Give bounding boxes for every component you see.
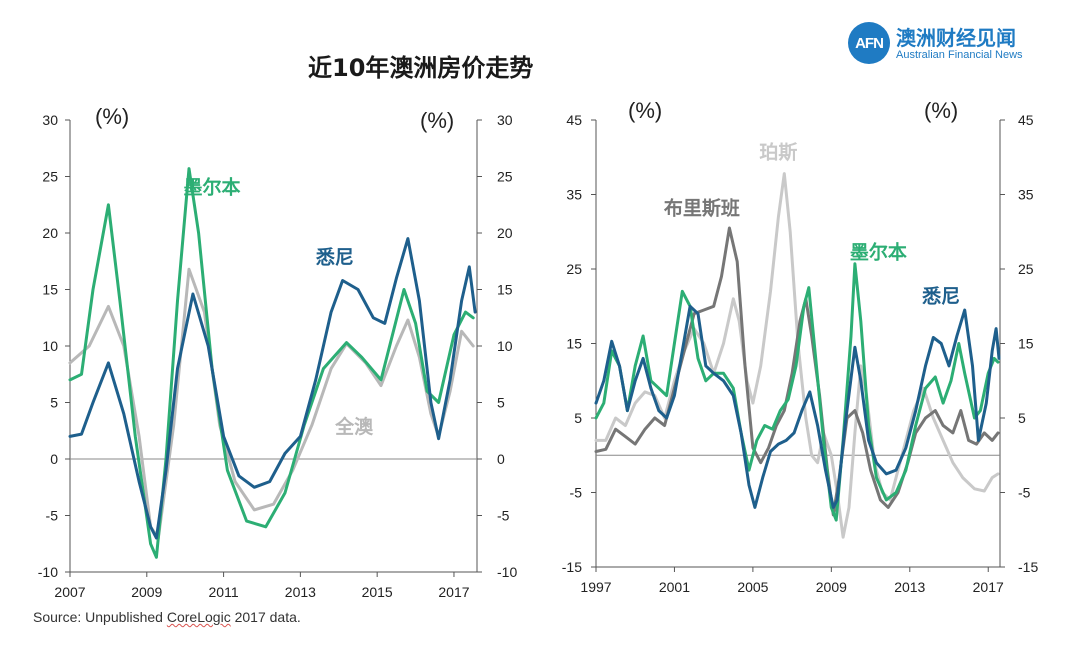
series-label-brisbane: 布里斯班 [664,197,740,220]
source-note: Source: Unpublished CoreLogic 2017 data. [33,609,301,625]
y-tick-label-right: 5 [1018,410,1026,426]
y-tick-label-right: 25 [1018,261,1034,277]
x-tick-label: 2013 [894,579,925,595]
series-line-melbourne [594,262,1000,522]
y-tick-label-left: 30 [42,112,58,128]
logo-cn-text: 澳洲财经见闻 [896,26,1016,50]
source-brand: CoreLogic [166,609,231,625]
y-tick-label-right: 10 [497,338,513,354]
series-label-sydney: 悉尼 [315,247,354,269]
y-tick-label-right: -5 [497,508,510,524]
left-chart: -10 -10 -5 -5 0 0 5 5 10 10 15 15 20 20 25 25 30 30 2007 20… [38,104,518,600]
y-tick-label-left: 15 [42,282,58,298]
page-title: 近10年澳洲房价走势 [308,54,534,82]
x-tick-label: 1997 [580,579,611,595]
series-label-australia: 全澳 [334,415,374,438]
right-chart: -15 -15 -5 -5 5 5 15 15 25 25 35 35 45 45 1997 2001 2005… [562,98,1039,595]
y-tick-label-left: -15 [562,559,582,575]
series-label-perth: 珀斯 [759,141,797,164]
y-tick-label-left: 45 [566,112,582,128]
logo-en-text: Australian Financial News [896,49,1023,61]
source-suffix: 2017 data. [230,609,301,625]
y-tick-label-right: 25 [497,169,513,185]
source-prefix: Source: Unpublished [33,609,167,625]
y-tick-label-right: -5 [1018,485,1031,501]
series-label-melbourne: 墨尔本 [850,241,907,264]
y-tick-label-right: -15 [1018,559,1038,575]
x-tick-label: 2009 [816,579,847,595]
series-line-sydney [594,304,1001,509]
y-tick-label-left: 15 [566,336,582,352]
y-tick-label-right: 30 [497,112,513,128]
x-tick-label: 2001 [659,579,690,595]
series-line-sydney [68,237,477,540]
y-tick-label-right: 15 [1018,336,1034,352]
afn-logo-icon: AFN [848,22,890,64]
y-tick-label-left: 5 [50,395,58,411]
y-tick-label-left: 25 [42,169,58,185]
y-tick-label-left: 5 [574,410,582,426]
y-tick-label-left: 35 [566,187,582,203]
y-tick-label-left: -5 [46,508,59,524]
y-tick-label-left: 10 [42,338,58,354]
y-tick-label-right: -10 [497,564,517,580]
y-tick-label-left: -10 [38,564,58,580]
logo: AFN 澳洲财经见闻 Australian Financial News [848,20,1048,66]
y-tick-label-left: 20 [42,225,58,241]
y-tick-label-right: 5 [497,395,505,411]
unit-label-left: (%) [95,104,129,129]
y-tick-label-right: 35 [1018,187,1034,203]
y-tick-label-left: 25 [566,261,582,277]
y-tick-label-left: -5 [570,485,583,501]
series-line-brisbane [594,226,1000,517]
unit-label-right: (%) [924,98,958,123]
x-tick-label: 2005 [737,579,768,595]
series-line-melbourne [68,167,475,559]
y-tick-label-right: 15 [497,282,513,298]
x-tick-label: 2007 [54,584,85,600]
unit-label-left: (%) [628,98,662,123]
y-tick-label-right: 20 [497,225,513,241]
series-label-melbourne: 墨尔本 [184,175,241,198]
series-line-perth [594,172,1000,539]
unit-label-right: (%) [420,108,454,133]
x-tick-label: 2017 [973,579,1004,595]
x-tick-label: 2009 [131,584,162,600]
y-tick-label-right: 45 [1018,112,1034,128]
x-tick-label: 2017 [438,584,469,600]
y-tick-label-left: 0 [50,451,58,467]
x-tick-label: 2015 [362,584,393,600]
x-tick-label: 2013 [285,584,316,600]
x-tick-label: 2011 [209,584,239,600]
series-label-sydney: 悉尼 [921,286,960,308]
y-tick-label-right: 0 [497,451,505,467]
